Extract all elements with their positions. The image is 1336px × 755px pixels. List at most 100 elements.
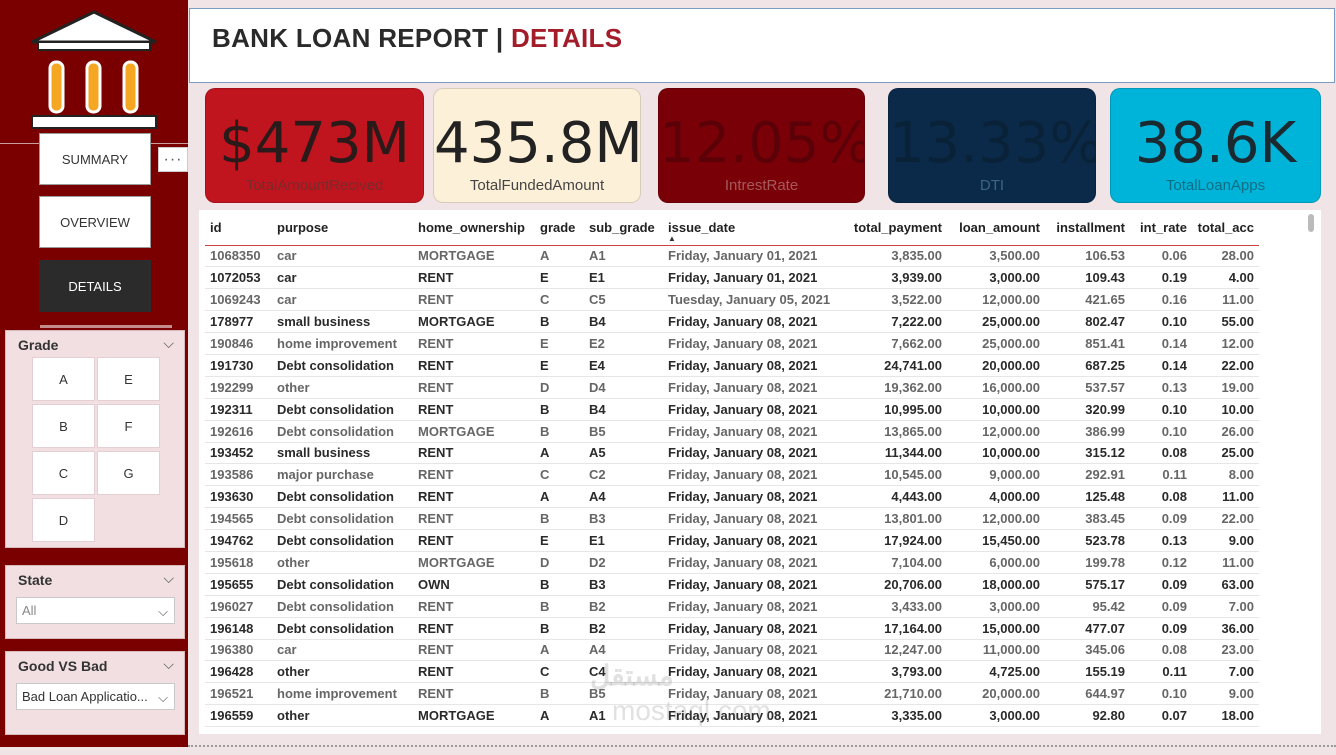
table-cell-grade: E bbox=[535, 529, 584, 552]
table-cell-installment: 125.48 bbox=[1045, 485, 1130, 509]
column-header-int-rate[interactable]: int_rate bbox=[1130, 214, 1192, 246]
table-row[interactable]: 190846 home improvement RENT E E2 Friday, Jan… bbox=[205, 332, 1259, 355]
table-row[interactable]: 193452 small business RENT A A5 Friday, Janua… bbox=[205, 442, 1259, 465]
state-dropdown[interactable]: All ⌵ bbox=[16, 597, 175, 624]
grade-option[interactable]: E bbox=[97, 357, 160, 401]
table-row[interactable]: 196521 home improvement RENT B B5 Friday, Jan… bbox=[205, 682, 1259, 706]
column-header-home-ownership[interactable]: home_ownership bbox=[413, 214, 535, 246]
table-cell-int-rate: 0.13 bbox=[1130, 529, 1192, 552]
table-cell-home-ownership: RENT bbox=[413, 398, 535, 421]
grade-option[interactable]: F bbox=[97, 404, 160, 448]
table-cell-int-rate: 0.11 bbox=[1130, 660, 1192, 684]
column-header-total-payment[interactable]: total_payment bbox=[839, 214, 947, 246]
vertical-scrollbar[interactable] bbox=[1308, 214, 1314, 232]
table-cell-sub-grade: C2 bbox=[584, 463, 663, 487]
table-row[interactable]: 196428 other RENT C C4 Friday, January 08, 20… bbox=[205, 660, 1259, 684]
grade-option[interactable]: A bbox=[32, 357, 95, 401]
table-cell-sub-grade: A4 bbox=[584, 639, 663, 662]
table-cell-total-acc: 7.00 bbox=[1192, 595, 1259, 618]
grade-option[interactable]: C bbox=[32, 451, 95, 495]
table-cell-total-payment: 3,793.00 bbox=[839, 660, 947, 684]
table-cell-id: 190846 bbox=[205, 332, 272, 355]
table-cell-installment: 315.12 bbox=[1045, 442, 1130, 465]
chevron-down-icon[interactable]: ⌵ bbox=[163, 570, 174, 586]
table-cell-total-payment: 3,335.00 bbox=[839, 704, 947, 728]
good-vs-bad-dropdown[interactable]: Bad Loan Applicatio... ⌵ bbox=[16, 683, 175, 710]
column-header-installment[interactable]: installment bbox=[1045, 214, 1130, 246]
table-row[interactable]: 193586 major purchase RENT C C2 Friday, Janua… bbox=[205, 463, 1259, 487]
table-row[interactable]: 196380 car RENT A A4 Friday, January 08, 2021… bbox=[205, 639, 1259, 662]
chevron-down-icon[interactable]: ⌵ bbox=[163, 335, 174, 351]
kpi-dti[interactable]: 13.33% DTI bbox=[888, 88, 1096, 203]
grade-option[interactable]: B bbox=[32, 404, 95, 448]
table-row[interactable]: 1072053 car RENT E E1 Friday, January 01, 202… bbox=[205, 266, 1259, 290]
table-row[interactable]: 193630 Debt consolidation RENT A A4 Friday, J… bbox=[205, 485, 1259, 509]
kpi-value: 435.8M bbox=[434, 111, 641, 176]
table-row[interactable]: 192299 other RENT D D4 Friday, January 08, 20… bbox=[205, 376, 1259, 399]
column-header-issue-date[interactable]: issue_date ▲ bbox=[663, 214, 839, 246]
kpi-total-loan-apps[interactable]: 38.6K TotalLoanApps bbox=[1110, 88, 1321, 203]
table-cell-home-ownership: OWN bbox=[413, 573, 535, 596]
table-cell-issue-date: Friday, January 08, 2021 bbox=[663, 660, 839, 684]
kpi-interest-rate[interactable]: 12.05% IntrestRate bbox=[658, 88, 865, 203]
table-cell-grade: A bbox=[535, 485, 584, 509]
table-cell-sub-grade: A1 bbox=[584, 245, 663, 268]
table-cell-id: 195618 bbox=[205, 551, 272, 574]
table-cell-installment: 687.25 bbox=[1045, 354, 1130, 377]
table-row[interactable]: 1069243 car RENT C C5 Tuesday, January 05, 20… bbox=[205, 288, 1259, 312]
table-cell-issue-date: Friday, January 08, 2021 bbox=[663, 354, 839, 377]
grade-option[interactable]: D bbox=[32, 498, 95, 542]
kpi-total-funded-amount[interactable]: 435.8M TotalFundedAmount bbox=[433, 88, 641, 203]
table-cell-grade: B bbox=[535, 617, 584, 640]
page-title-main: BANK LOAN REPORT | bbox=[212, 23, 511, 53]
kpi-label: TotalLoanApps bbox=[1165, 177, 1266, 194]
grade-option[interactable]: G bbox=[97, 451, 160, 495]
table-cell-sub-grade: E2 bbox=[584, 332, 663, 355]
table-row[interactable]: 195655 Debt consolidation OWN B B3 Friday, Ja… bbox=[205, 573, 1259, 596]
table-cell-purpose: Debt consolidation bbox=[272, 529, 413, 552]
table-cell-issue-date: Friday, January 08, 2021 bbox=[663, 639, 839, 662]
table-cell-installment: 386.99 bbox=[1045, 420, 1130, 443]
table-row[interactable]: 196559 other MORTGAGE A A1 Friday, January 08… bbox=[205, 704, 1259, 728]
loan-details-table: id purpose home_ownership grade sub_grad… bbox=[199, 210, 1321, 734]
table-cell-purpose: Debt consolidation bbox=[272, 420, 413, 443]
table-row[interactable]: 1068350 car MORTGAGE A A1 Friday, January 01,… bbox=[205, 245, 1259, 268]
table-cell-id: 1068350 bbox=[205, 245, 272, 268]
table-row[interactable]: 194565 Debt consolidation RENT B B3 Friday, J… bbox=[205, 507, 1259, 531]
kpi-total-amount-received[interactable]: $473M TotalAmountRecived bbox=[205, 88, 424, 203]
table-cell-loan-amount: 15,450.00 bbox=[947, 529, 1045, 552]
summary-button[interactable]: SUMMARY bbox=[39, 133, 151, 185]
table-row[interactable]: 192311 Debt consolidation RENT B B4 Friday, J… bbox=[205, 398, 1259, 421]
table-cell-installment: 802.47 bbox=[1045, 310, 1130, 334]
page-title-accent: DETAILS bbox=[510, 23, 623, 53]
table-cell-loan-amount: 18,000.00 bbox=[947, 573, 1045, 596]
column-header-sub-grade[interactable]: sub_grade bbox=[584, 214, 663, 246]
page-bottom-border bbox=[188, 745, 1336, 747]
chevron-down-icon[interactable]: ⌵ bbox=[163, 656, 174, 672]
table-row[interactable]: 195618 other MORTGAGE D D2 Friday, January 08… bbox=[205, 551, 1259, 574]
column-header-grade[interactable]: grade bbox=[535, 214, 584, 246]
more-options-icon[interactable]: ··· bbox=[158, 147, 188, 172]
column-header-purpose[interactable]: purpose bbox=[272, 214, 413, 246]
table-cell-id: 193452 bbox=[205, 442, 272, 465]
table-row[interactable]: 191730 Debt consolidation RENT E E4 Friday, J… bbox=[205, 354, 1259, 377]
overview-button[interactable]: OVERVIEW bbox=[39, 196, 151, 248]
table-cell-grade: B bbox=[535, 682, 584, 706]
table-cell-total-acc: 25.00 bbox=[1192, 442, 1259, 465]
table-row[interactable]: 194762 Debt consolidation RENT E E1 Friday, J… bbox=[205, 529, 1259, 552]
table-row[interactable]: 192616 Debt consolidation MORTGAGE B B5 Frida… bbox=[205, 420, 1259, 443]
table-row[interactable]: 196027 Debt consolidation RENT B B2 Friday, J… bbox=[205, 595, 1259, 618]
column-header-total-acc[interactable]: total_acc bbox=[1192, 214, 1259, 246]
kpi-label: TotalFundedAmount bbox=[469, 177, 605, 194]
table-row[interactable]: 178977 small business MORTGAGE B B4 Friday, J… bbox=[205, 310, 1259, 334]
table-cell-sub-grade: B5 bbox=[584, 420, 663, 443]
table-cell-purpose: Debt consolidation bbox=[272, 573, 413, 596]
table-cell-issue-date: Tuesday, January 05, 2021 bbox=[663, 288, 839, 312]
column-header-loan-amount[interactable]: loan_amount bbox=[947, 214, 1045, 246]
table-row[interactable]: 196148 Debt consolidation RENT B B2 Friday, J… bbox=[205, 617, 1259, 640]
table-cell-home-ownership: RENT bbox=[413, 595, 535, 618]
table-cell-int-rate: 0.12 bbox=[1130, 551, 1192, 574]
column-header-id[interactable]: id bbox=[205, 214, 272, 246]
details-button[interactable]: DETAILS bbox=[39, 260, 151, 312]
table-cell-sub-grade: B2 bbox=[584, 617, 663, 640]
